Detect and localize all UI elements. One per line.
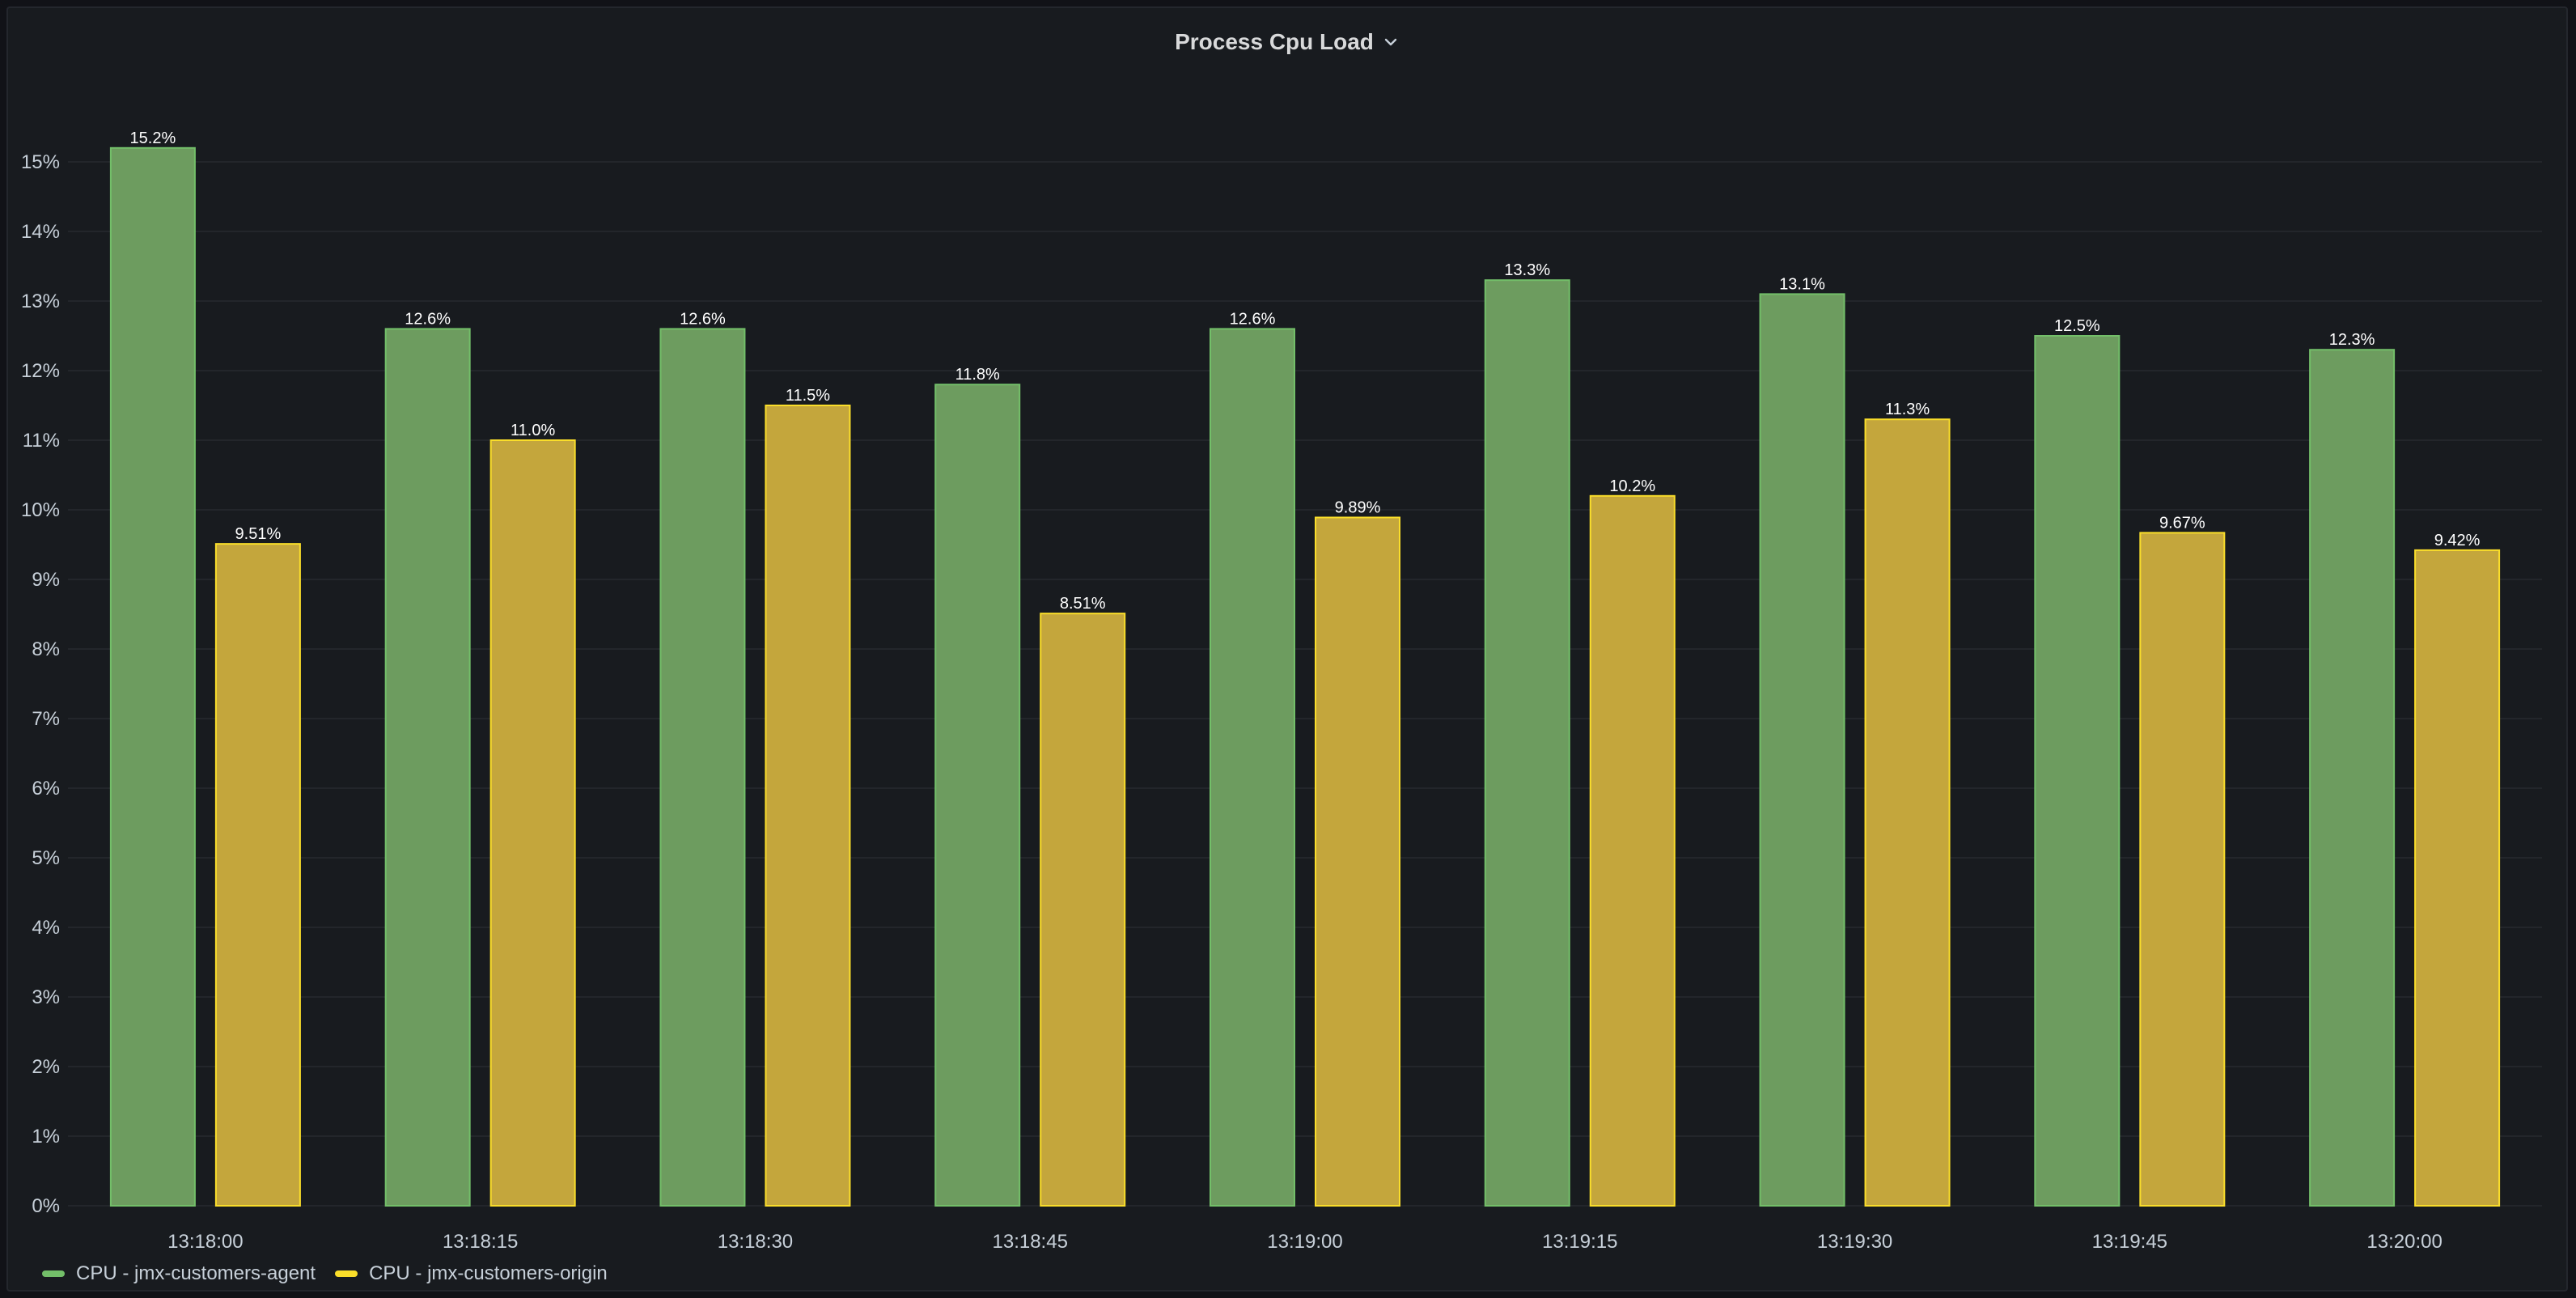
y-tick-label: 0%	[32, 1195, 60, 1217]
legend-label-agent: CPU - jmx-customers-agent	[76, 1262, 316, 1284]
legend-item-agent[interactable]: CPU - jmx-customers-agent	[42, 1262, 316, 1285]
data-label: 11.3%	[1885, 401, 1930, 418]
bar-chart: 0% 1% 2% 3% 4% 5% 6% 7% 8% 9% 10% 11% 12% 13% 14% 15% 15…	[21, 129, 2542, 1253]
y-tick-label: 8%	[32, 638, 60, 660]
bar-agent	[2309, 349, 2396, 1207]
y-tick-label: 5%	[32, 847, 60, 869]
bar-agent	[1210, 328, 1295, 1207]
data-label: 11.5%	[786, 387, 830, 405]
bar-agent	[659, 328, 746, 1207]
bar-origin	[1589, 494, 1676, 1207]
panel-header[interactable]: Process Cpu Load	[8, 23, 2566, 62]
data-label: 12.6%	[680, 310, 726, 328]
chevron-down-icon[interactable]	[1382, 33, 1400, 51]
panel-title[interactable]: Process Cpu Load	[1175, 29, 1374, 54]
y-tick-label: 6%	[32, 778, 60, 800]
x-tick-label: 13:18:45	[993, 1231, 1068, 1253]
legend: CPU - jmx-customers-agent CPU - jmx-cust…	[42, 1262, 608, 1285]
data-label: 11.8%	[955, 366, 1000, 384]
y-tick-label: 7%	[32, 708, 60, 730]
x-tick-label: 13:19:30	[1817, 1231, 1892, 1253]
y-tick-label: 12%	[21, 360, 60, 382]
y-tick-label: 2%	[32, 1056, 60, 1078]
x-tick-label: 13:19:15	[1542, 1231, 1617, 1253]
data-label: 12.5%	[2054, 317, 2100, 335]
x-tick-label: 13:18:15	[443, 1231, 518, 1253]
x-tick-label: 13:18:00	[167, 1231, 243, 1253]
y-tick-label: 3%	[32, 986, 60, 1008]
data-label: 13.1%	[1779, 275, 1825, 293]
bar-agent	[1759, 293, 1845, 1207]
y-tick-label: 1%	[32, 1126, 60, 1147]
x-tick-label: 13:18:30	[718, 1231, 793, 1253]
bar-agent	[934, 384, 1021, 1207]
data-label: 8.51%	[1060, 595, 1106, 613]
bar-agent	[2034, 335, 2121, 1207]
bar-agent	[109, 146, 196, 1207]
bar-origin	[2414, 549, 2501, 1207]
y-tick-label: 11%	[23, 430, 60, 452]
y-tick-label: 10%	[21, 499, 60, 521]
bar-origin	[1040, 613, 1126, 1207]
bar-origin	[1315, 516, 1400, 1207]
y-tick-label: 9%	[32, 569, 60, 591]
y-tick-label: 13%	[21, 291, 60, 312]
bar-agent	[384, 328, 471, 1207]
data-label: 9.42%	[2434, 532, 2481, 549]
data-label: 12.6%	[1230, 310, 1276, 328]
bar-origin	[214, 543, 301, 1207]
y-tick-label: 14%	[21, 221, 60, 243]
bar-origin	[2139, 532, 2226, 1207]
data-label: 9.89%	[1335, 498, 1381, 516]
x-tick-label: 13:19:00	[1267, 1231, 1342, 1253]
legend-item-origin[interactable]: CPU - jmx-customers-origin	[335, 1262, 608, 1285]
legend-label-origin: CPU - jmx-customers-origin	[369, 1262, 608, 1284]
y-tick-label: 4%	[32, 917, 60, 939]
legend-swatch-agent	[42, 1270, 65, 1277]
bar-origin	[489, 439, 576, 1207]
x-tick-label: 13:20:00	[2366, 1231, 2442, 1253]
data-label: 11.0%	[511, 422, 555, 439]
bar-origin	[1864, 418, 1951, 1207]
data-label: 12.3%	[2329, 331, 2375, 349]
data-label: 9.51%	[235, 525, 282, 543]
legend-swatch-origin	[335, 1270, 358, 1277]
data-label: 13.3%	[1504, 261, 1550, 279]
data-label: 15.2%	[130, 129, 176, 147]
data-label: 12.6%	[405, 310, 451, 328]
bar-agent	[1484, 279, 1570, 1207]
data-label: 10.2%	[1609, 477, 1655, 495]
bar-origin	[765, 405, 851, 1207]
x-tick-label: 13:19:45	[2092, 1231, 2167, 1253]
data-label: 9.67%	[2159, 514, 2205, 532]
y-tick-label: 15%	[21, 151, 60, 173]
